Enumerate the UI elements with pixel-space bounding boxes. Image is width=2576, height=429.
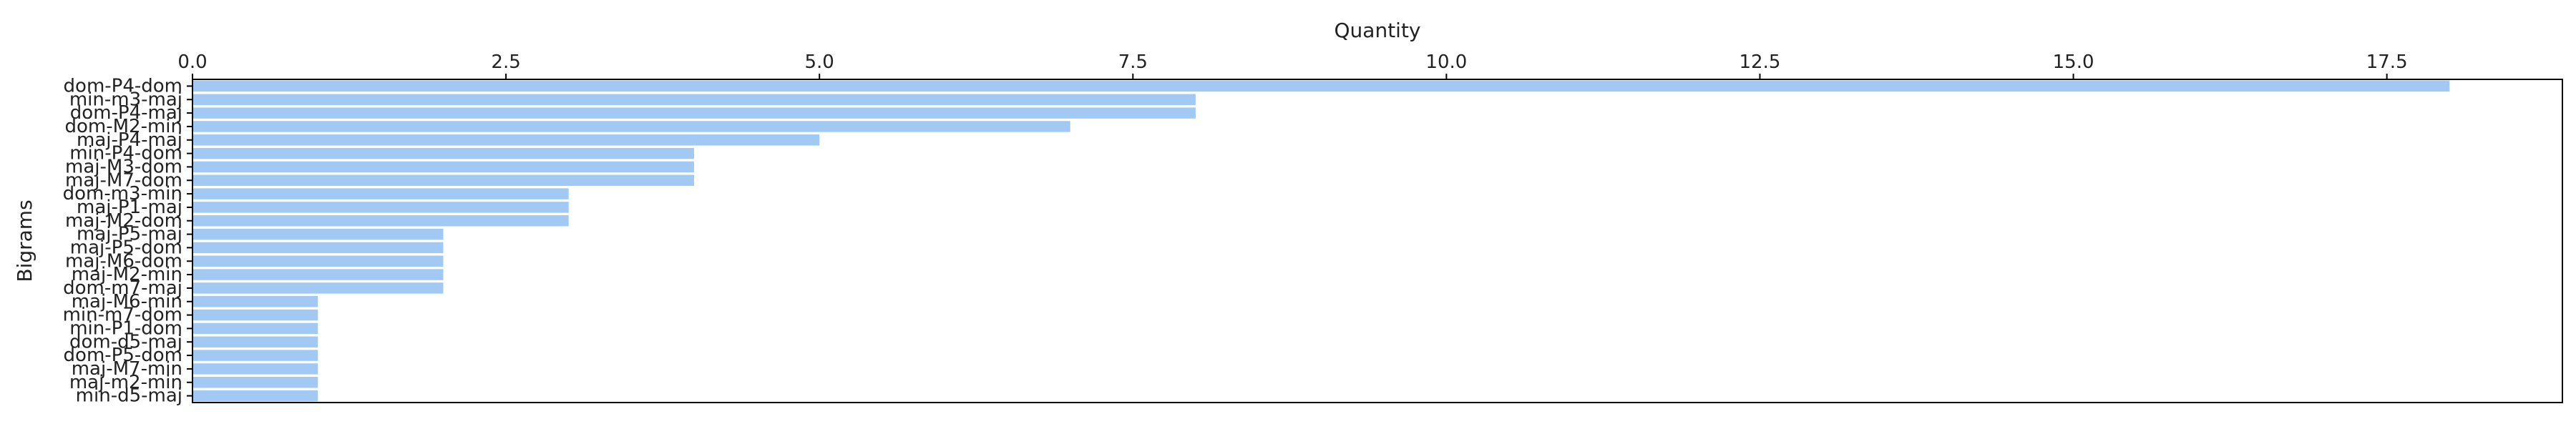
- bar-maj-M2-min: [192, 269, 444, 280]
- bar-maj-M3-dom: [192, 161, 694, 173]
- y-tick-label: maj-M2-dom: [65, 210, 182, 232]
- y-tick-label: dom-m3-min: [63, 183, 182, 204]
- bar-maj-P4-maj: [192, 134, 820, 146]
- y-tick-label: maj-M3-dom: [65, 156, 182, 177]
- y-tick-label: maj-M7-min: [72, 358, 182, 380]
- x-tick-label: 15.0: [2053, 51, 2094, 73]
- y-tick-label: dom-P4-dom: [64, 75, 182, 97]
- y-tick-label: maj-M7-dom: [65, 169, 182, 191]
- bar-min-m7-dom: [192, 309, 318, 321]
- y-tick-label: min-P1-dom: [69, 317, 182, 339]
- y-tick-label: dom-P4-maj: [70, 102, 182, 124]
- bar-min-P4-dom: [192, 147, 694, 159]
- y-tick-label: maj-M2-min: [72, 264, 182, 285]
- bar-maj-M7-min: [192, 363, 318, 375]
- bar-maj-M7-dom: [192, 174, 694, 186]
- bar-dom-P5-dom: [192, 350, 318, 361]
- y-ticks-layer: dom-P4-dommin-m3-majdom-P4-majdom-M2-min…: [63, 75, 192, 407]
- bar-dom-m7-maj: [192, 282, 444, 294]
- bar-maj-P1-maj: [192, 202, 569, 213]
- y-tick-label: min-d5-maj: [76, 385, 182, 407]
- y-tick-label: maj-P4-maj: [77, 129, 182, 151]
- y-tick-label: maj-M6-dom: [65, 250, 182, 272]
- y-tick-label: min-m3-maj: [69, 89, 182, 110]
- x-tick-label: 10.0: [1425, 51, 1467, 73]
- bar-min-d5-maj: [192, 390, 318, 402]
- x-axis-title: Quantity: [1335, 19, 1421, 42]
- bar-min-m3-maj: [192, 94, 1196, 105]
- y-tick-label: min-m7-dom: [63, 305, 182, 326]
- x-tick-label: 2.5: [491, 51, 520, 73]
- x-tick-label: 5.0: [805, 51, 834, 73]
- bar-dom-m3-min: [192, 188, 569, 199]
- y-tick-label: maj-P5-maj: [77, 224, 182, 245]
- bar-maj-P5-dom: [192, 242, 444, 254]
- x-tick-label: 7.5: [1118, 51, 1148, 73]
- bar-maj-M2-dom: [192, 215, 569, 227]
- y-tick-label: maj-M6-min: [72, 291, 182, 312]
- bar-maj-P5-maj: [192, 228, 444, 240]
- bar-dom-M2-min: [192, 121, 1070, 132]
- x-tick-label: 0.0: [177, 51, 207, 73]
- bar-dom-P4-dom: [192, 80, 2450, 92]
- y-axis-title: Bigrams: [13, 199, 36, 282]
- bars-layer: [192, 80, 2450, 402]
- y-tick-label: dom-M2-min: [64, 116, 182, 137]
- x-tick-label: 12.5: [1740, 51, 1781, 73]
- bar-dom-d5-maj: [192, 336, 318, 347]
- y-tick-label: dom-d5-maj: [69, 331, 182, 352]
- x-ticks-layer: 0.0 2.5 5.0 7.5 10.0 12.5 15.0 17.5: [177, 51, 2408, 79]
- bar-maj-M6-dom: [192, 255, 444, 267]
- y-tick-label: maj-P5-dom: [70, 237, 182, 258]
- bar-maj-m2-min: [192, 377, 318, 388]
- y-tick-label: dom-P5-dom: [64, 345, 182, 366]
- y-tick-label: min-P4-dom: [69, 143, 182, 164]
- bar-dom-P4-maj: [192, 107, 1196, 119]
- plot-frame: [192, 79, 2563, 403]
- x-tick-label: 17.5: [2366, 51, 2408, 73]
- y-tick-label: dom-m7-maj: [63, 277, 182, 299]
- bar-min-P1-dom: [192, 322, 318, 335]
- bar-maj-M6-min: [192, 296, 318, 307]
- y-tick-label: maj-m2-min: [69, 372, 182, 393]
- y-tick-label: maj-P1-maj: [77, 197, 182, 218]
